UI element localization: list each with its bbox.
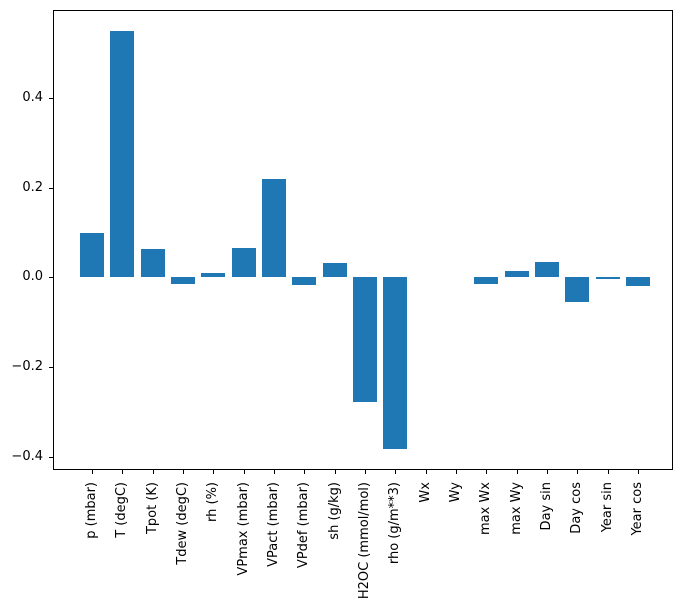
- y-tick-label-neg0.2: −0.2: [11, 359, 43, 375]
- bar-max-wy: [504, 271, 529, 278]
- x-tick-label-wx: Wx: [417, 482, 433, 503]
- x-tick-label-vpmax-mbar: VPmax (mbar): [235, 482, 251, 576]
- x-tick-label-sh-g-kg: sh (g/kg): [326, 482, 342, 540]
- bar-sh-g-kg: [322, 262, 347, 278]
- x-tick-label-tpot-k: Tpot (K): [144, 482, 160, 535]
- x-tick-label-day-cos: Day cos: [569, 482, 585, 534]
- x-tick-mark: [486, 470, 488, 474]
- y-tick-label-0.4: 0.4: [22, 89, 43, 105]
- x-tick-mark: [637, 470, 639, 474]
- x-tick-label-tdew-degc: Tdew (degC): [174, 482, 190, 565]
- bar-year-sin: [595, 277, 620, 280]
- x-tick-label-vpdef-mbar: VPdef (mbar): [296, 482, 312, 569]
- bar-h2oc-mmol-mol: [352, 277, 377, 402]
- x-tick-mark: [395, 470, 397, 474]
- y-tick-label-neg0.4: −0.4: [11, 448, 43, 464]
- x-tick-mark: [152, 470, 154, 474]
- bar-vpdef-mbar: [292, 277, 317, 285]
- bar-t-degc: [110, 30, 135, 278]
- y-tick-mark: [49, 456, 53, 458]
- bar-day-sin: [534, 261, 559, 278]
- x-tick-mark: [425, 470, 427, 474]
- x-tick-label-vpact-mbar: VPact (mbar): [265, 482, 281, 567]
- x-tick-label-h2oc-mmol-mol: H2OC (mmol/mol): [356, 482, 372, 600]
- bar-year-cos: [625, 277, 650, 287]
- x-tick-label-max-wx: max Wx: [478, 482, 494, 536]
- x-tick-label-p-mbar: p (mbar): [84, 482, 99, 539]
- y-tick-mark: [49, 97, 53, 99]
- x-tick-label-day-sin: Day sin: [538, 482, 554, 531]
- bar-max-wx: [474, 277, 499, 285]
- x-tick-mark: [92, 470, 93, 474]
- x-tick-mark: [122, 470, 124, 474]
- x-tick-mark: [182, 470, 184, 474]
- bar-tdew-degc: [170, 277, 195, 285]
- x-tick-mark: [304, 470, 306, 474]
- bar-vpmax-mbar: [231, 248, 256, 278]
- x-tick-mark: [334, 470, 336, 474]
- x-tick-label-rh: rh (%): [205, 482, 221, 522]
- y-tick-mark: [49, 367, 53, 369]
- y-tick-mark: [49, 187, 53, 189]
- x-tick-mark: [546, 470, 548, 474]
- x-tick-mark: [273, 470, 275, 474]
- x-tick-label-year-sin: Year sin: [599, 482, 615, 533]
- bar-tpot-k: [140, 248, 165, 278]
- x-tick-label-rho-g-m-3: rho (g/m**3): [387, 482, 403, 565]
- y-tick-mark: [49, 277, 53, 279]
- y-tick-label-0.0: 0.0: [22, 269, 43, 285]
- bar-p-mbar: [80, 232, 104, 278]
- x-tick-label-year-cos: Year cos: [629, 482, 645, 536]
- bar-day-cos: [565, 277, 590, 303]
- x-tick-mark: [577, 470, 579, 474]
- bar-rho-g-m-3: [383, 277, 408, 449]
- x-tick-label-max-wy: max Wy: [508, 482, 524, 535]
- x-tick-label-t-degc: T (degC): [114, 482, 130, 538]
- x-tick-mark: [213, 470, 215, 474]
- bar-rh: [201, 272, 226, 278]
- x-tick-mark: [364, 470, 366, 474]
- x-tick-mark: [243, 470, 245, 474]
- x-tick-mark: [455, 470, 457, 474]
- y-tick-label-0.2: 0.2: [22, 179, 43, 195]
- x-tick-mark: [607, 470, 609, 474]
- x-tick-mark: [516, 470, 518, 474]
- x-tick-label-wy: Wy: [447, 482, 463, 503]
- bar-vpact-mbar: [261, 179, 286, 278]
